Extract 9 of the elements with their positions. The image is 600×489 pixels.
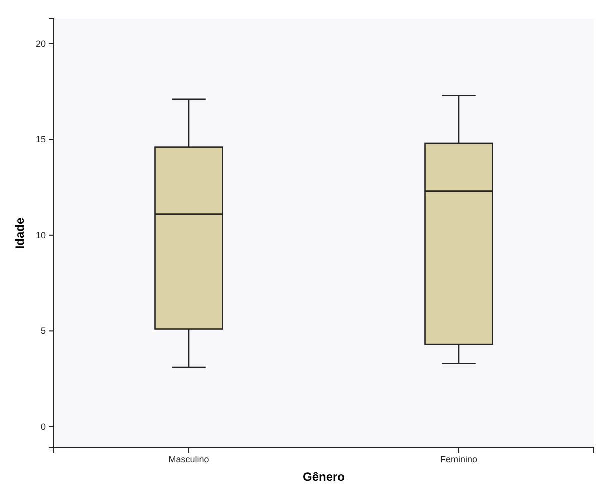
y-tick-label: 10 xyxy=(36,230,46,240)
y-tick-label: 5 xyxy=(40,326,46,336)
y-axis-title: Idade xyxy=(13,218,27,250)
y-tick-label: 15 xyxy=(36,134,46,145)
x-tick-label: Feminino xyxy=(440,454,478,464)
y-tick-label: 0 xyxy=(40,422,46,432)
x-axis-title: Gênero xyxy=(302,470,346,484)
x-tick-label: Masculino xyxy=(168,454,210,464)
y-tick-label: 20 xyxy=(36,38,46,49)
